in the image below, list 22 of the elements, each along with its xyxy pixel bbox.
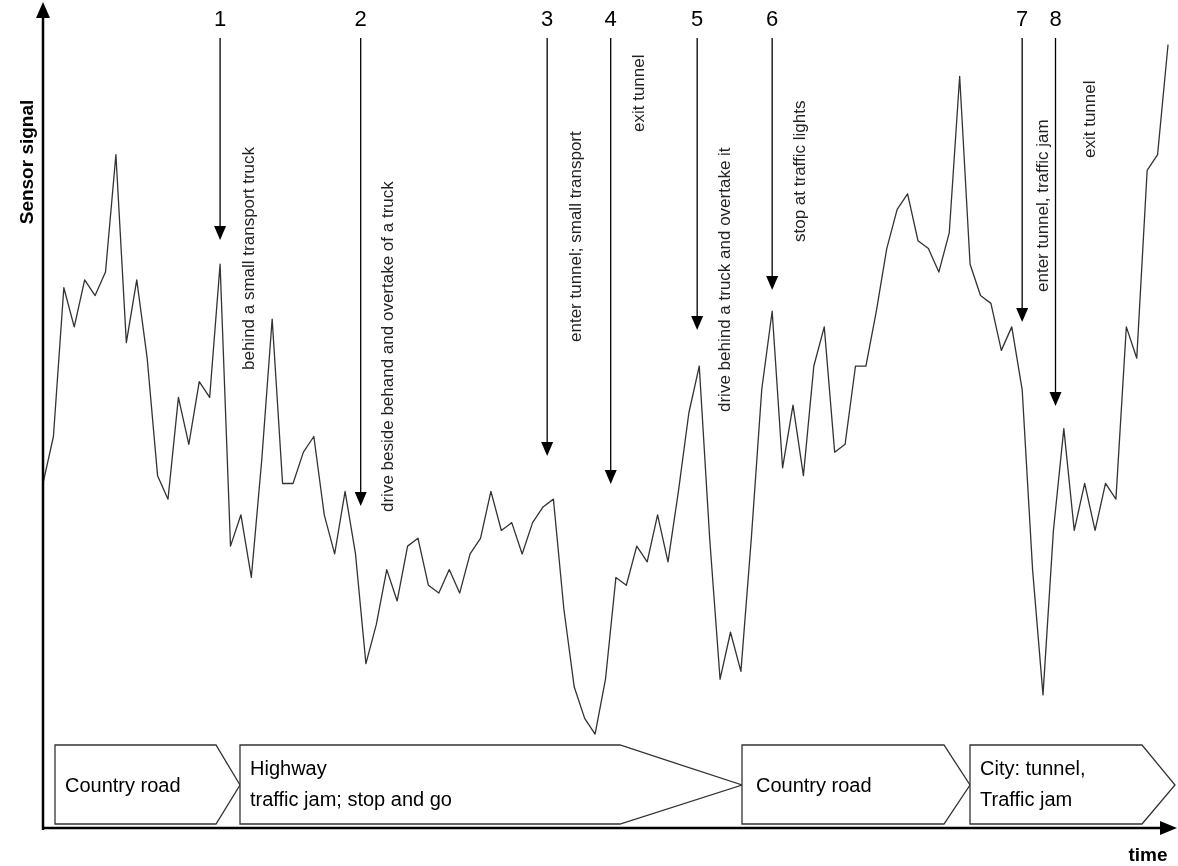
text: 1 bbox=[213, 6, 227, 31]
annotation: Country road bbox=[65, 774, 181, 796]
annotation: City: tunnel, Traffic jam bbox=[980, 757, 1086, 810]
annotation: exit tunnel bbox=[1079, 80, 1099, 158]
annotation: drive behind a truck and overtake it bbox=[715, 147, 735, 412]
annotation: Country road bbox=[756, 774, 872, 796]
annotation: Highway traffic jam; stop and go bbox=[250, 757, 452, 810]
text: 2 bbox=[354, 6, 367, 31]
annotation: exit tunnel bbox=[628, 54, 648, 132]
text: 5 bbox=[691, 6, 704, 31]
annotation: enter tunnel; small transport bbox=[566, 131, 586, 342]
annotation: drive beside behand and overtake of a truck bbox=[377, 180, 397, 512]
text: 6 bbox=[766, 6, 779, 31]
text: 8 bbox=[1049, 6, 1062, 31]
text: 3 bbox=[541, 6, 554, 31]
text: 4 bbox=[604, 6, 617, 31]
text: 7 bbox=[1016, 6, 1029, 31]
annotation: behind a small transport truck bbox=[239, 146, 259, 370]
annotation: stop at traffic lights bbox=[790, 100, 810, 242]
x-axis-title: time bbox=[1128, 844, 1168, 865]
annotation: enter tunnel, traffic jam bbox=[1033, 119, 1053, 292]
y-axis-title: Sensor signal bbox=[16, 99, 37, 225]
